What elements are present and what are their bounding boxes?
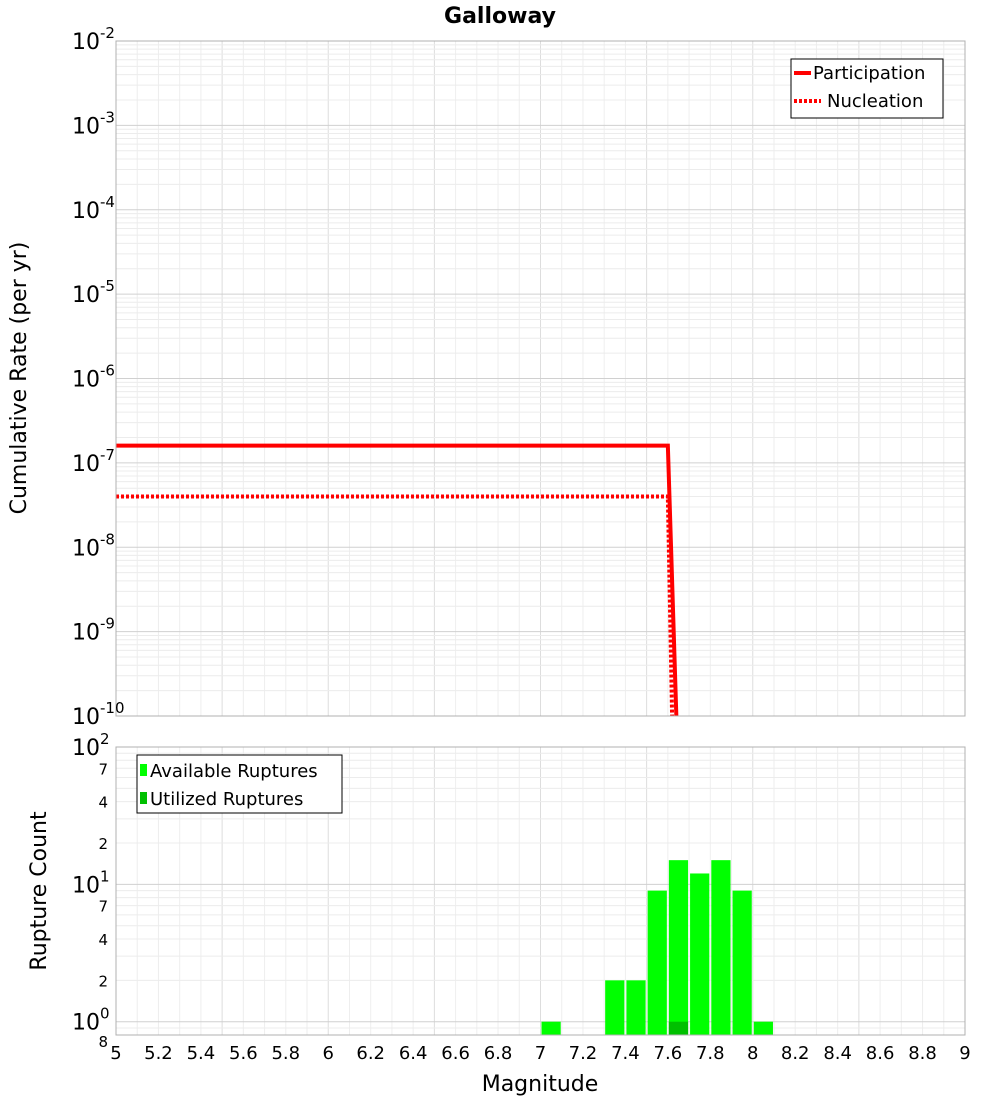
x-axis-title: Magnitude (482, 1072, 599, 1097)
legend-available-swatch (140, 764, 147, 776)
available-ruptures-bar (647, 890, 667, 1035)
rate-y-tick-label: 10-2 (72, 24, 115, 55)
rate-y-tick-label: 10-4 (72, 193, 115, 224)
x-tick-label: 6.2 (356, 1043, 385, 1064)
x-tick-label: 5.6 (229, 1043, 258, 1064)
count-y-minor-tick-label: 4 (98, 931, 108, 949)
count-y-tick-label: 101 (72, 867, 110, 898)
available-ruptures-bar (753, 1021, 773, 1035)
count-y-minor-tick-label: 7 (98, 760, 108, 778)
count-y-minor-tick-label: 7 (98, 898, 108, 916)
rate-series (116, 443, 679, 717)
x-tick-label: 7 (535, 1043, 546, 1064)
available-ruptures-bar (605, 980, 625, 1035)
count-plot-frame (115, 746, 966, 1036)
magnitude-x-ticks: 5 5.2 5.4 5.6 5.8 6 6.2 6.4 6.6 6.8 7 7.2 7.4 7.6 7.8 8… (110, 1043, 970, 1064)
rate-y-ticks: 10-2 10-3 10-4 10-5 10-6 10-7 10-8 10-9 10-10 (72, 24, 125, 730)
rate-y-tick-label: 10-10 (72, 699, 125, 730)
series-line-participation (116, 443, 679, 717)
x-tick-label: 8 (747, 1043, 758, 1064)
count-bars (541, 860, 773, 1035)
count-y-minor-tick-label: 8 (98, 1033, 108, 1051)
available-ruptures-bar (626, 980, 646, 1035)
rate-panel: 10-2 10-3 10-4 10-5 10-6 10-7 10-8 10-9 10-10 Cu… (7, 24, 966, 730)
rate-y-tick-label: 10-7 (72, 446, 115, 477)
rate-plot-frame (115, 40, 966, 717)
x-tick-label: 8.6 (866, 1043, 895, 1064)
legend-available-label: Available Ruptures (150, 761, 318, 782)
count-y-minor-tick-label: 4 (98, 794, 108, 812)
count-legend: Available Ruptures Utilized Ruptures (136, 754, 343, 814)
available-ruptures-bar (541, 1021, 561, 1035)
rate-legend: Participation Nucleation (790, 58, 944, 119)
rate-y-axis-title: Cumulative Rate (per yr) (7, 242, 32, 515)
count-y-minor-tick-label: 2 (98, 835, 108, 853)
legend-participation-label: Participation (813, 63, 925, 84)
rate-y-tick-label: 10-8 (72, 530, 115, 561)
utilized-ruptures-bar (668, 1021, 689, 1035)
x-tick-label: 6.6 (441, 1043, 470, 1064)
rate-y-tick-label: 10-6 (72, 362, 115, 393)
x-tick-label: 6.8 (484, 1043, 513, 1064)
x-tick-label: 8.8 (908, 1043, 937, 1064)
x-tick-label: 8.2 (781, 1043, 810, 1064)
legend-nucleation-label: Nucleation (827, 91, 923, 112)
count-y-tick-label: 102 (72, 730, 110, 761)
series-line-nucleation (116, 494, 675, 717)
count-y-axis-title: Rupture Count (27, 811, 52, 971)
x-tick-label: 7.8 (696, 1043, 725, 1064)
x-tick-label: 5.4 (187, 1043, 216, 1064)
legend-utilized-label: Utilized Ruptures (150, 789, 303, 810)
available-ruptures-bar (732, 890, 752, 1035)
rate-y-tick-label: 10-9 (72, 615, 115, 646)
x-tick-label: 6.4 (399, 1043, 428, 1064)
legend-utilized-swatch (140, 792, 147, 804)
rate-y-tick-label: 10-3 (72, 108, 115, 139)
available-ruptures-bar (668, 860, 689, 1035)
rate-grid (115, 41, 966, 717)
available-ruptures-bar (711, 860, 731, 1035)
x-tick-label: 9 (959, 1043, 970, 1064)
x-tick-label: 7.6 (654, 1043, 683, 1064)
count-y-tick-label: 100 (72, 1005, 110, 1036)
available-ruptures-bar (690, 873, 710, 1035)
chart-title: Galloway (444, 4, 556, 29)
rate-y-tick-label: 10-5 (72, 277, 115, 308)
x-tick-label: 8.4 (823, 1043, 852, 1064)
rate-legend-box (790, 58, 944, 119)
x-tick-label: 5 (110, 1043, 121, 1064)
x-tick-label: 7.2 (569, 1043, 598, 1064)
x-tick-label: 6 (323, 1043, 334, 1064)
count-y-minor-tick-label: 2 (98, 972, 108, 990)
x-tick-label: 5.8 (271, 1043, 300, 1064)
x-tick-label: 7.4 (611, 1043, 640, 1064)
count-legend-box (136, 754, 343, 814)
x-tick-label: 5.2 (144, 1043, 173, 1064)
